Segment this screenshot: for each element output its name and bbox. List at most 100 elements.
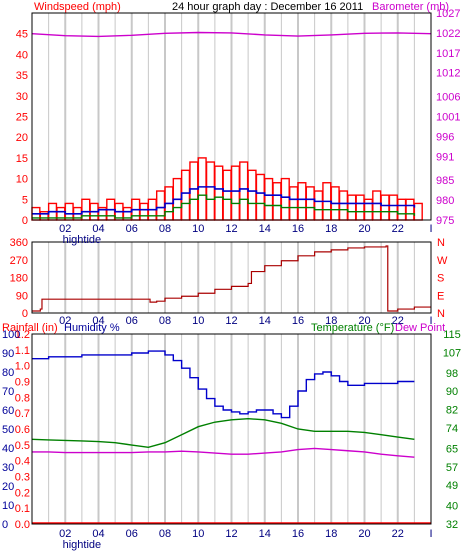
x-tick-label: 18: [325, 528, 337, 540]
x-tick-label: 16: [292, 315, 304, 327]
direction-panel-frame: [31, 241, 432, 314]
y-temperature-tick-label: 40: [446, 501, 458, 513]
x-tick-label: 06: [126, 315, 138, 327]
y-humidity-tick-label: 40: [2, 443, 14, 455]
y-rain-tick-label: 0.6: [15, 424, 30, 436]
x-tick-label: 08: [159, 315, 171, 327]
x-tick-label: 04: [92, 315, 104, 327]
grid-layer: [48, 13, 415, 524]
wind-direction-line: [32, 245, 431, 312]
frame-layer: [31, 12, 432, 525]
y-left-tick-label: 0: [22, 308, 28, 320]
tick-label-layer: 0510152025303540459759809859919961001100…: [2, 8, 461, 551]
y-right-tick-label: 991: [436, 151, 454, 163]
x-tick-label: 16: [292, 528, 304, 540]
temperature-axis-label: Temperature (°F): [311, 322, 394, 334]
dewpoint-line: [32, 447, 415, 458]
x-tick-label: 20: [358, 528, 370, 540]
y-temperature-tick-label: 90: [446, 386, 458, 398]
y-right-tick-label: 996: [436, 131, 454, 143]
x-tick-label: 02: [59, 223, 71, 235]
y-left-tick-label: 180: [10, 273, 28, 285]
y-humidity-tick-label: 80: [2, 367, 14, 379]
y-left-tick-label: 360: [10, 237, 28, 249]
x-tick-label: I: [429, 528, 432, 540]
y-rain-tick-label: 0.3: [15, 472, 30, 484]
y-left-tick-label: 10: [16, 174, 28, 186]
y-temperature-tick-label: 32: [446, 519, 458, 531]
y-rain-tick-label: 0.0: [15, 519, 30, 531]
y-temperature-tick-label: 82: [446, 405, 458, 417]
x-tick-label: 10: [192, 528, 204, 540]
y-humidity-tick-label: 60: [2, 405, 14, 417]
y-right-tick-label: 1027: [436, 8, 460, 20]
y-rain-tick-label: 1.1: [15, 345, 30, 357]
x-tick-label: I: [429, 223, 432, 235]
y-right-tick-label: 980: [436, 195, 454, 207]
x-tick-label: 18: [325, 223, 337, 235]
x-tick-label: 14: [259, 315, 271, 327]
chart-title: 24 hour graph day : December 16 2011: [172, 1, 363, 13]
y-humidity-tick-label: 20: [2, 481, 14, 493]
temperature-line: [31, 417, 415, 449]
dewpoint-axis-label: Dew Point: [395, 322, 445, 334]
compass-tick-label: S: [437, 273, 444, 285]
y-humidity-tick-label: 0: [2, 519, 8, 531]
y-humidity-tick-label: 30: [2, 462, 14, 474]
y-temperature-tick-label: 98: [446, 368, 458, 380]
barometer-line: [31, 31, 432, 38]
rainfall-axis-label: Rainfall (in): [2, 322, 58, 334]
y-temperature-tick-label: 65: [446, 443, 458, 455]
compass-tick-label: E: [437, 290, 444, 302]
x-tick-label: 08: [159, 223, 171, 235]
y-humidity-tick-label: 70: [2, 386, 14, 398]
compass-tick-label: W: [437, 255, 448, 267]
x-tick-label: 04: [92, 223, 104, 235]
x-tick-label: 12: [225, 223, 237, 235]
y-right-tick-label: 1012: [436, 68, 460, 80]
y-humidity-tick-label: 10: [2, 500, 14, 512]
y-left-tick-label: 30: [16, 91, 28, 103]
x-tick-label: 02: [59, 315, 71, 327]
x-tick-label: 10: [192, 315, 204, 327]
y-humidity-tick-label: 50: [2, 424, 14, 436]
y-rain-tick-label: 0.7: [15, 408, 30, 420]
y-temperature-tick-label: 107: [443, 347, 461, 359]
x-tick-label: 14: [259, 528, 271, 540]
x-tick-label: 06: [126, 223, 138, 235]
humidity-axis-label: Humidity %: [64, 322, 120, 334]
y-left-tick-label: 270: [10, 255, 28, 267]
y-humidity-tick-label: 90: [2, 348, 14, 360]
x-tick-label: 22: [392, 223, 404, 235]
x-tick-label: 04: [92, 528, 104, 540]
x-tick-label: 12: [225, 528, 237, 540]
x-tick-label: 06: [126, 528, 138, 540]
windspeed-panel-frame: [31, 12, 432, 221]
y-left-tick-label: 40: [16, 49, 28, 61]
x-tick-label: 20: [358, 223, 370, 235]
windspeed-axis-label: Windspeed (mph): [34, 1, 121, 13]
humidity-panel-frame: [31, 333, 432, 525]
x-tick-label: 20: [358, 315, 370, 327]
x-tick-label: 02: [59, 528, 71, 540]
y-right-tick-label: 1022: [436, 28, 460, 40]
y-temperature-tick-label: 49: [446, 480, 458, 492]
compass-tick-label: N: [437, 308, 445, 320]
y-rain-tick-label: 0.1: [15, 503, 30, 515]
y-left-tick-label: 15: [16, 153, 28, 165]
y-left-tick-label: 90: [16, 290, 28, 302]
x-tick-label: 22: [392, 528, 404, 540]
y-temperature-tick-label: 57: [446, 462, 458, 474]
x-tick-label: 18: [325, 315, 337, 327]
y-left-tick-label: 45: [16, 29, 28, 41]
y-rain-tick-label: 0.9: [15, 377, 30, 389]
wind-low-line: [32, 194, 416, 219]
y-rain-tick-label: 0.2: [15, 487, 30, 499]
y-rain-tick-label: 0.5: [15, 440, 30, 452]
y-left-tick-label: 0: [22, 215, 28, 227]
barometer-axis-label: Barometer (mb): [372, 1, 449, 13]
y-left-tick-label: 35: [16, 70, 28, 82]
y-rain-tick-label: 1.0: [15, 361, 30, 373]
